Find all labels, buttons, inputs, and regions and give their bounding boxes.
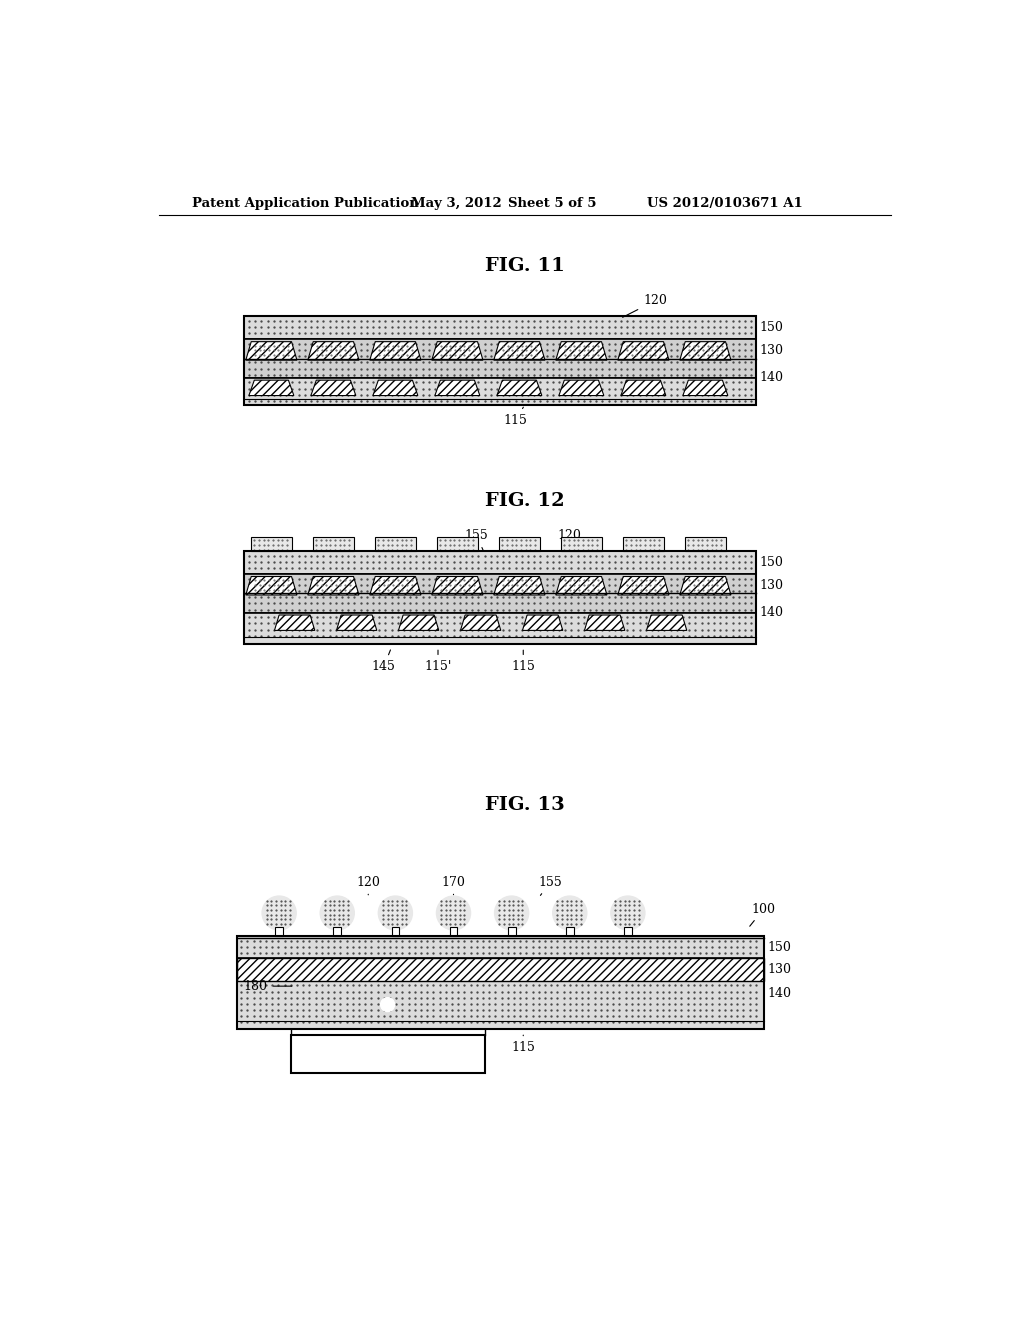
- Bar: [624, 927, 632, 936]
- Bar: [685, 537, 726, 552]
- Polygon shape: [435, 380, 480, 396]
- Bar: [237, 936, 764, 958]
- Polygon shape: [337, 615, 377, 631]
- Bar: [291, 1035, 484, 1073]
- Text: 115': 115': [335, 1035, 362, 1055]
- Polygon shape: [308, 342, 359, 360]
- Bar: [391, 927, 399, 936]
- Polygon shape: [246, 577, 297, 595]
- Polygon shape: [398, 615, 438, 631]
- Text: Sheet 5 of 5: Sheet 5 of 5: [508, 197, 596, 210]
- Polygon shape: [274, 615, 314, 631]
- Polygon shape: [494, 577, 545, 595]
- Polygon shape: [617, 577, 669, 595]
- Polygon shape: [308, 577, 359, 595]
- Polygon shape: [680, 577, 731, 595]
- Polygon shape: [556, 577, 607, 595]
- Bar: [237, 958, 764, 981]
- Bar: [245, 574, 756, 612]
- Text: FIG. 13: FIG. 13: [485, 796, 564, 814]
- Text: 120: 120: [356, 875, 380, 895]
- Bar: [275, 927, 283, 936]
- Text: 160: 160: [376, 1035, 399, 1055]
- Text: 155: 155: [465, 529, 488, 550]
- Bar: [508, 927, 515, 936]
- Circle shape: [436, 896, 471, 929]
- Polygon shape: [461, 615, 501, 631]
- Bar: [245, 317, 756, 405]
- Text: 145: 145: [407, 1035, 430, 1055]
- Text: 115: 115: [511, 1035, 536, 1055]
- Polygon shape: [370, 342, 421, 360]
- Polygon shape: [683, 380, 728, 396]
- Text: 120: 120: [558, 529, 582, 550]
- Polygon shape: [646, 615, 687, 631]
- Polygon shape: [497, 380, 542, 396]
- Text: 130: 130: [756, 345, 783, 358]
- Circle shape: [378, 896, 413, 929]
- Text: 130: 130: [764, 962, 791, 975]
- Bar: [313, 537, 353, 552]
- Text: 115': 115': [424, 651, 452, 673]
- Bar: [334, 927, 341, 936]
- Text: 150: 150: [756, 321, 783, 334]
- Text: 100: 100: [750, 903, 775, 927]
- Text: 140: 140: [756, 606, 783, 619]
- Polygon shape: [494, 342, 545, 360]
- Bar: [437, 537, 477, 552]
- Polygon shape: [311, 380, 356, 396]
- Polygon shape: [432, 342, 483, 360]
- Polygon shape: [246, 342, 297, 360]
- Text: FIG. 11: FIG. 11: [484, 257, 565, 275]
- Text: 115: 115: [511, 651, 536, 673]
- Text: US 2012/0103671 A1: US 2012/0103671 A1: [647, 197, 803, 210]
- Text: 140: 140: [756, 371, 783, 384]
- Text: 155: 155: [539, 875, 562, 895]
- Polygon shape: [585, 615, 625, 631]
- Text: 150: 150: [764, 941, 791, 954]
- Text: 115: 115: [504, 407, 527, 426]
- Text: 145: 145: [372, 649, 395, 673]
- Polygon shape: [621, 380, 666, 396]
- Bar: [245, 552, 756, 574]
- Bar: [566, 927, 573, 936]
- Polygon shape: [373, 380, 418, 396]
- Bar: [450, 927, 458, 936]
- Polygon shape: [556, 342, 607, 360]
- Text: 150: 150: [756, 556, 783, 569]
- Polygon shape: [249, 380, 294, 396]
- Polygon shape: [617, 342, 669, 360]
- Circle shape: [611, 896, 645, 929]
- Circle shape: [381, 998, 394, 1011]
- Bar: [251, 537, 292, 552]
- Circle shape: [495, 896, 528, 929]
- Bar: [237, 936, 764, 1028]
- Text: 180: 180: [244, 979, 292, 993]
- Text: 140: 140: [764, 987, 791, 1001]
- Polygon shape: [680, 342, 731, 360]
- Circle shape: [553, 896, 587, 929]
- Bar: [375, 537, 416, 552]
- Text: 120: 120: [623, 294, 667, 317]
- Text: 170: 170: [441, 875, 466, 895]
- Bar: [561, 537, 601, 552]
- Text: May 3, 2012: May 3, 2012: [411, 197, 502, 210]
- Bar: [245, 378, 756, 405]
- Bar: [245, 317, 756, 339]
- Bar: [237, 981, 764, 1028]
- Polygon shape: [432, 577, 483, 595]
- Polygon shape: [370, 577, 421, 595]
- Bar: [245, 552, 756, 644]
- Bar: [245, 339, 756, 378]
- Text: 130: 130: [756, 579, 783, 593]
- Text: FIG. 12: FIG. 12: [485, 492, 564, 510]
- Bar: [245, 612, 756, 644]
- Text: Patent Application Publication: Patent Application Publication: [191, 197, 418, 210]
- Circle shape: [321, 896, 354, 929]
- Polygon shape: [559, 380, 604, 396]
- Bar: [500, 537, 540, 552]
- Circle shape: [262, 896, 296, 929]
- Bar: [624, 537, 664, 552]
- Polygon shape: [522, 615, 563, 631]
